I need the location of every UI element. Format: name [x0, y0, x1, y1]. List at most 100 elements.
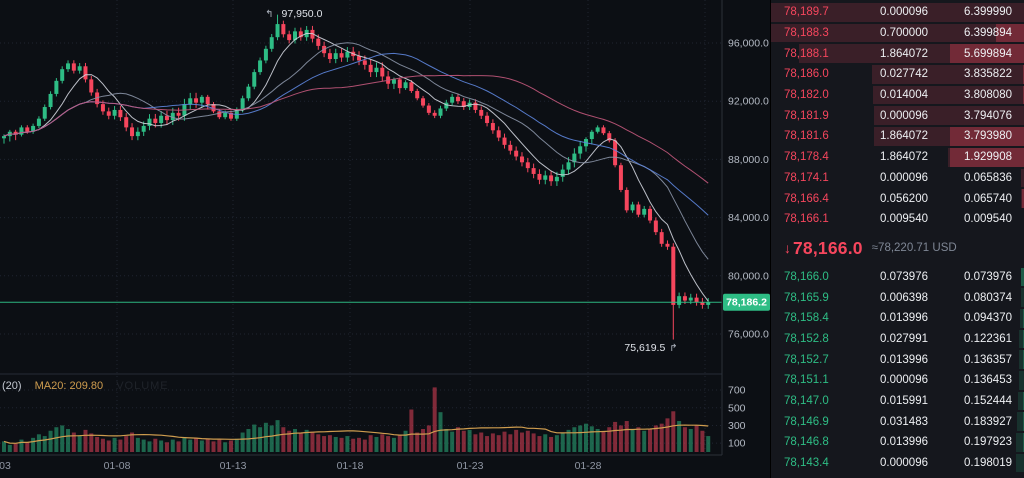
ask-row[interactable]: 78,182.0 0.014004 3.808080 [771, 85, 1024, 106]
ask-sum: 3.794076 [964, 109, 1012, 122]
bid-row[interactable]: 78,152.8 0.027991 0.122361 [771, 329, 1024, 350]
ask-sum: 1.929908 [964, 151, 1012, 164]
ask-price: 78,166.4 [784, 192, 829, 205]
depth-cumulative-bar [771, 3, 1024, 22]
ask-sum: 0.009540 [964, 213, 1012, 226]
bid-price: 78,146.9 [784, 415, 829, 428]
ask-amount: 1.864072 [880, 151, 928, 164]
depth-cumulative-bar [1020, 288, 1024, 307]
ask-amount: 0.000096 [880, 6, 928, 19]
ask-sum: 3.793980 [964, 130, 1012, 143]
ask-amount: 1.864072 [880, 130, 928, 143]
ask-price: 78,188.1 [784, 47, 829, 60]
ask-amount: 0.014004 [880, 89, 928, 102]
depth-cumulative-bar [947, 147, 1024, 167]
depth-cumulative-bar [1018, 371, 1024, 390]
depth-cumulative-bar [1016, 433, 1024, 452]
bid-price: 78,166.0 [784, 270, 829, 283]
price-axis-label: 88,000.0 [728, 154, 769, 166]
bid-row[interactable]: 78,165.9 0.006398 0.080374 [771, 287, 1024, 308]
ask-price: 78,181.9 [784, 109, 829, 122]
ask-price: 78,186.0 [784, 68, 829, 81]
depth-amount-bar [950, 44, 1024, 64]
ask-row[interactable]: 78,178.4 1.864072 1.929908 [771, 147, 1024, 168]
price-axis-label: 80,000.0 [728, 270, 769, 282]
depth-amount-bar [950, 127, 1024, 146]
candlestick-chart-canvas[interactable]: 96,000.0 92,000.0 88,000.0 84,000.0 80,000.0… [0, 0, 770, 478]
ask-sum: 6.399894 [964, 27, 1012, 40]
volume-ma-value-label[interactable]: MA20: 209.80 [34, 380, 104, 392]
bid-sum: 0.080374 [964, 291, 1012, 304]
bid-row[interactable]: 78,147.0 0.015991 0.152444 [771, 391, 1024, 412]
depth-cumulative-bar [1021, 168, 1024, 188]
depth-amount-bar [1021, 267, 1024, 287]
bid-sum: 0.197923 [964, 436, 1012, 449]
bid-price: 78,165.9 [784, 291, 829, 304]
bid-price: 78,152.8 [784, 332, 829, 345]
time-axis-label: 03 [0, 460, 11, 472]
order-book-last-price-row[interactable]: ↓ 78,166.0 ≈78,220.71 USD [771, 230, 1024, 267]
bid-sum: 0.183927 [964, 415, 1012, 428]
ask-price: 78,189.7 [784, 6, 829, 19]
depth-cumulative-bar [798, 44, 1024, 64]
ask-row[interactable]: 78,186.0 0.027742 3.835822 [771, 64, 1024, 85]
ask-amount: 0.700000 [880, 27, 928, 40]
bid-price: 78,147.0 [784, 395, 829, 408]
bid-row[interactable]: 78,143.4 0.000096 0.198019 [771, 453, 1024, 474]
last-traded-price: 78,166.0 [793, 237, 863, 258]
bid-row[interactable]: 78,146.9 0.031483 0.183927 [771, 411, 1024, 432]
time-axis-label: 01-18 [337, 460, 364, 472]
bid-amount: 0.031483 [880, 415, 928, 428]
bid-amount: 0.006398 [880, 291, 928, 304]
ask-sum: 6.399990 [964, 6, 1012, 19]
depth-cumulative-bar [1016, 412, 1024, 432]
depth-amount-bar [1022, 329, 1024, 349]
depth-cumulative-bar [1020, 308, 1024, 328]
bid-row[interactable]: 78,146.8 0.013996 0.197923 [771, 432, 1024, 453]
ask-price: 78,178.4 [784, 151, 829, 164]
bid-amount: 0.013996 [880, 353, 928, 366]
depth-cumulative-bar [1019, 329, 1024, 349]
ask-amount: 0.056200 [880, 192, 928, 205]
price-axis-label: 92,000.0 [728, 96, 769, 108]
order-book-asks: 78,189.7 0.000096 6.399990 78,188.3 0.700000… [771, 2, 1024, 230]
bid-price: 78,151.1 [784, 374, 829, 387]
depth-cumulative-bar [872, 65, 1024, 84]
ask-row[interactable]: 78,174.1 0.000096 0.065836 [771, 168, 1024, 189]
ask-price: 78,174.1 [784, 171, 829, 184]
price-axis-label: 76,000.0 [728, 329, 769, 341]
volume-axis-label: 100 [728, 438, 746, 450]
ask-row[interactable]: 78,166.4 0.056200 0.065740 [771, 188, 1024, 209]
last-price-tag[interactable]: 78,186.2 [723, 293, 770, 311]
ask-row[interactable]: 78,181.6 1.864072 3.793980 [771, 126, 1024, 147]
depth-cumulative-bar [873, 85, 1024, 105]
time-axis-label: 01-08 [104, 460, 131, 472]
bid-price: 78,152.7 [784, 353, 829, 366]
ask-sum: 3.835822 [964, 68, 1012, 81]
time-axis-label: 01-23 [457, 460, 484, 472]
time-axis-label: 01-13 [220, 460, 247, 472]
svg-text:78,186.2: 78,186.2 [726, 297, 767, 309]
ask-row[interactable]: 78,188.1 1.864072 5.699894 [771, 43, 1024, 64]
high-annotation-label: 97,950.0 [282, 8, 323, 20]
high-arrow-icon: ↰ [265, 9, 273, 20]
ask-row[interactable]: 78,166.1 0.009540 0.009540 [771, 209, 1024, 230]
bid-row[interactable]: 78,152.7 0.013996 0.136357 [771, 349, 1024, 370]
depth-cumulative-bar [874, 106, 1024, 126]
depth-cumulative-bar [1017, 391, 1024, 411]
ask-row[interactable]: 78,181.9 0.000096 3.794076 [771, 105, 1024, 126]
bid-sum: 0.073976 [964, 270, 1012, 283]
bid-row[interactable]: 78,151.1 0.000096 0.136453 [771, 370, 1024, 391]
depth-cumulative-bar [1021, 267, 1024, 287]
bid-price: 78,146.8 [784, 436, 829, 449]
ask-row[interactable]: 78,188.3 0.700000 6.399894 [771, 23, 1024, 44]
low-arrow-icon: ↱ [669, 343, 677, 354]
bid-row[interactable]: 78,158.4 0.013996 0.094370 [771, 308, 1024, 329]
ask-price: 78,188.3 [784, 27, 829, 40]
bid-sum: 0.122361 [964, 332, 1012, 345]
ask-row[interactable]: 78,189.7 0.000096 6.399990 [771, 2, 1024, 23]
bid-price: 78,158.4 [784, 312, 829, 325]
order-book-bids: 78,166.0 0.073976 0.073976 78,165.9 0.006398… [771, 267, 1024, 474]
bid-row[interactable]: 78,166.0 0.073976 0.073976 [771, 267, 1024, 288]
volume-ma-window-label: (20) [2, 380, 22, 392]
